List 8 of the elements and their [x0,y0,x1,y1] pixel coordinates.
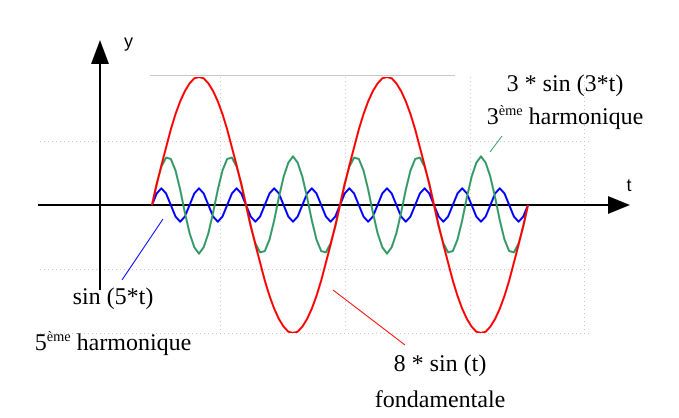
y-axis-title: y [124,31,133,51]
series-label: 8 * sin (t) [394,351,486,377]
text: t [626,175,632,195]
annotation: 3$^{ème}$ harmonique [486,103,644,130]
text: sin (5*t) [72,284,154,310]
text: fondamentale [374,387,506,413]
text: 3 * sin (3*t) [506,71,624,97]
annotation: 5$^{ème}$ harmonique [34,329,192,356]
